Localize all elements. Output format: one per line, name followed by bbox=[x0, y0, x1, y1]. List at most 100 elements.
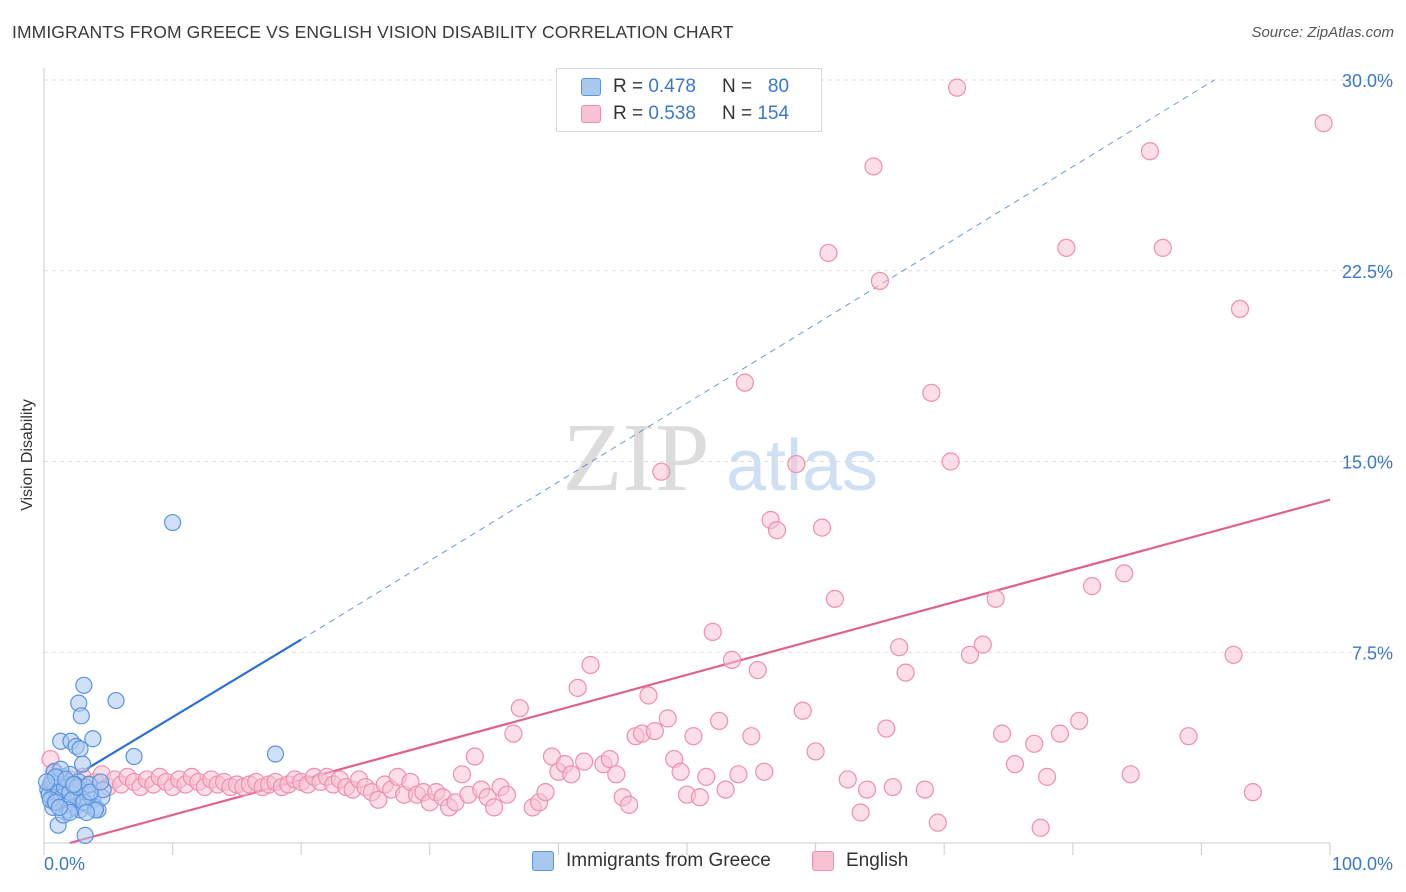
greece-points bbox=[37, 513, 285, 844]
series-legend: Immigrants from Greece English bbox=[0, 850, 1406, 878]
english-point bbox=[992, 724, 1012, 743]
english-point bbox=[716, 780, 735, 799]
english-point bbox=[1121, 765, 1140, 784]
r-label: R = bbox=[613, 103, 644, 124]
greece-point bbox=[37, 773, 56, 791]
english-point bbox=[722, 650, 742, 669]
english-point bbox=[1140, 142, 1160, 161]
english-point bbox=[510, 699, 529, 718]
r-value: 0.478 bbox=[648, 76, 696, 97]
greece-point bbox=[84, 730, 102, 748]
greece-point bbox=[75, 676, 93, 694]
english-swatch bbox=[581, 105, 601, 123]
english-point bbox=[825, 589, 844, 608]
r-label: R = bbox=[613, 76, 644, 97]
english-legend-swatch bbox=[812, 851, 834, 871]
english-point bbox=[607, 765, 626, 784]
english-point bbox=[819, 243, 838, 263]
english-point bbox=[645, 721, 664, 741]
english-point bbox=[1005, 755, 1025, 774]
english-point bbox=[562, 765, 581, 784]
english-point bbox=[986, 589, 1005, 608]
greece-point bbox=[164, 513, 182, 532]
english-point bbox=[690, 788, 709, 807]
english-point bbox=[883, 777, 902, 797]
english-point bbox=[915, 780, 935, 799]
greece-point bbox=[50, 798, 69, 816]
y-tick-label: 22.5% bbox=[1342, 262, 1393, 282]
greece-legend-label: Immigrants from Greece bbox=[566, 850, 771, 871]
n-label: N = bbox=[721, 76, 753, 97]
english-point bbox=[1031, 818, 1050, 837]
english-point bbox=[652, 462, 671, 481]
english-point bbox=[504, 724, 523, 743]
greece-point bbox=[77, 803, 96, 822]
english-point bbox=[729, 765, 748, 784]
english-point bbox=[1224, 645, 1243, 664]
greece-trend-extension bbox=[300, 79, 1215, 640]
watermark: ZIP atlas bbox=[563, 404, 879, 512]
n-value: 154 bbox=[757, 103, 790, 124]
r-value: 0.538 bbox=[648, 103, 696, 124]
greece-point bbox=[125, 747, 143, 766]
greece-point bbox=[266, 745, 285, 763]
greece-point bbox=[81, 783, 99, 801]
english-point bbox=[890, 638, 909, 657]
greece-point bbox=[107, 691, 125, 710]
legend-item-english: English bbox=[812, 850, 908, 872]
greece-point bbox=[73, 755, 92, 773]
english-point bbox=[1057, 238, 1076, 257]
english-point bbox=[1037, 767, 1057, 786]
greece-swatch bbox=[581, 78, 601, 96]
english-point bbox=[1115, 564, 1134, 583]
y-tick-label: 15.0% bbox=[1342, 453, 1393, 473]
english-point bbox=[369, 790, 388, 809]
english-point bbox=[620, 795, 639, 814]
english-point bbox=[851, 803, 870, 822]
source-label: Source: ZipAtlas.com bbox=[1251, 24, 1394, 41]
english-point bbox=[787, 454, 806, 474]
english-point bbox=[742, 727, 761, 746]
english-point bbox=[735, 373, 754, 392]
english-point bbox=[806, 742, 825, 761]
tick-labels: 7.5% 15.0% 22.5% 30.0% 0.0% 100.0% bbox=[44, 71, 1393, 874]
english-legend-label: English bbox=[846, 850, 909, 871]
english-point bbox=[697, 767, 716, 786]
greece-point bbox=[64, 775, 83, 794]
english-point bbox=[465, 747, 484, 766]
english-point bbox=[922, 383, 941, 402]
greece-point bbox=[91, 773, 110, 791]
n-label: N = bbox=[721, 103, 753, 124]
english-point bbox=[767, 521, 787, 540]
english-point bbox=[581, 655, 600, 675]
english-point bbox=[1070, 711, 1089, 731]
english-point bbox=[857, 780, 877, 799]
english-point bbox=[568, 678, 587, 697]
english-point bbox=[671, 762, 690, 781]
english-point bbox=[1230, 299, 1250, 318]
x-tick-label: 100.0% bbox=[1332, 854, 1393, 874]
legend-row-english: R = 0.538 N = 154 bbox=[581, 102, 789, 126]
watermark-zip: ZIP bbox=[563, 404, 710, 512]
greece-point bbox=[72, 707, 90, 725]
legend-item-greece: Immigrants from Greece bbox=[532, 850, 771, 872]
greece-legend-swatch bbox=[532, 851, 554, 871]
english-point bbox=[452, 765, 472, 784]
english-point bbox=[1025, 734, 1044, 753]
english-point bbox=[1082, 577, 1102, 596]
english-point bbox=[639, 686, 658, 705]
english-point bbox=[536, 783, 555, 802]
x-tick-label: 0.0% bbox=[44, 854, 85, 874]
english-point bbox=[703, 622, 722, 642]
english-point bbox=[755, 762, 774, 781]
english-point bbox=[710, 711, 729, 731]
n-value: 80 bbox=[767, 76, 790, 97]
y-tick-label: 7.5% bbox=[1352, 643, 1393, 663]
english-point bbox=[973, 635, 992, 654]
english-point bbox=[658, 709, 677, 728]
greece-point bbox=[76, 826, 94, 844]
english-point bbox=[877, 719, 896, 738]
english-point bbox=[575, 752, 594, 771]
english-point bbox=[1243, 783, 1262, 802]
